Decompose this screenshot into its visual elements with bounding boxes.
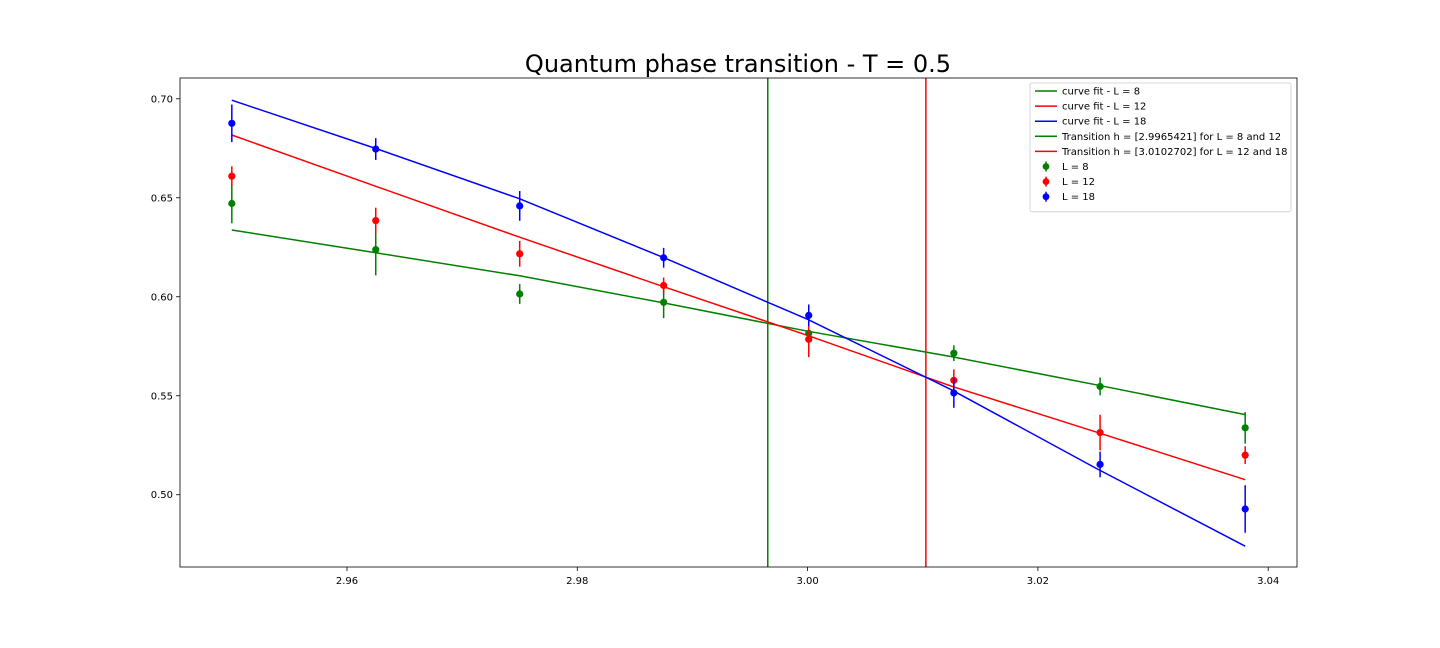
y-tick-label: 0.65: [151, 193, 173, 204]
data-point: [805, 335, 813, 343]
data-point: [372, 145, 380, 153]
legend-label: curve fit - L = 12: [1062, 102, 1146, 113]
y-tick-label: 0.50: [151, 490, 173, 501]
x-tick-label: 2.98: [566, 576, 588, 587]
axis-ticks: 2.96 2.98 3.00 3.02 3.04 0.50 0.55 0.60 0.65 0.70: [151, 94, 1280, 587]
legend: curve fit - L = 8 curve fit - L = 12 curve…: [1029, 82, 1292, 213]
data-point: [950, 349, 958, 357]
legend-label: L = 18: [1062, 192, 1095, 203]
data-point: [1241, 424, 1249, 432]
data-point: [516, 202, 524, 210]
data-point: [228, 119, 236, 127]
legend-label: L = 8: [1062, 162, 1089, 173]
data-point: [516, 290, 524, 298]
x-tick-label: 3.00: [796, 576, 818, 587]
chart-title: Quantum phase transition - T = 0.5: [525, 50, 951, 78]
data-point: [228, 199, 236, 208]
legend-label: Transition h = [2.9965421] for L = 8 and…: [1061, 132, 1281, 143]
legend-box: [1029, 82, 1292, 213]
legend-swatch: [1042, 163, 1050, 170]
plot-area: [228, 78, 1249, 567]
fit-line-3: [231, 99, 1246, 547]
data-point: [516, 250, 524, 258]
data-point: [372, 216, 380, 225]
data-point: [950, 389, 958, 397]
data-point: [660, 254, 668, 262]
data-point: [1096, 460, 1104, 469]
data-point: [228, 172, 236, 180]
legend-label: curve fit - L = 18: [1062, 117, 1146, 128]
y-tick-label: 0.55: [151, 391, 173, 402]
x-tick-label: 3.04: [1257, 576, 1279, 587]
fit-line-1: [231, 229, 1246, 416]
legend-label: curve fit - L = 8: [1062, 87, 1140, 98]
data-point: [1241, 505, 1249, 513]
x-tick-label: 2.96: [336, 576, 358, 587]
y-tick-label: 0.60: [151, 292, 173, 303]
data-point: [372, 246, 380, 254]
data-point: [660, 281, 668, 290]
fit-line-2: [231, 134, 1246, 481]
x-tick-label: 3.02: [1027, 576, 1049, 587]
axes-frame: [179, 77, 1298, 568]
data-point: [1096, 382, 1104, 391]
legend-label: L = 12: [1062, 177, 1095, 188]
data-point: [1241, 451, 1249, 459]
legend-label: Transition h = [3.0102702] for L = 12 an…: [1061, 147, 1288, 158]
data-point: [805, 311, 813, 319]
data-point: [1096, 428, 1104, 437]
legend-swatch: [1042, 178, 1050, 186]
y-tick-label: 0.70: [151, 94, 173, 105]
legend-swatch: [1042, 193, 1050, 201]
data-point: [660, 298, 668, 306]
